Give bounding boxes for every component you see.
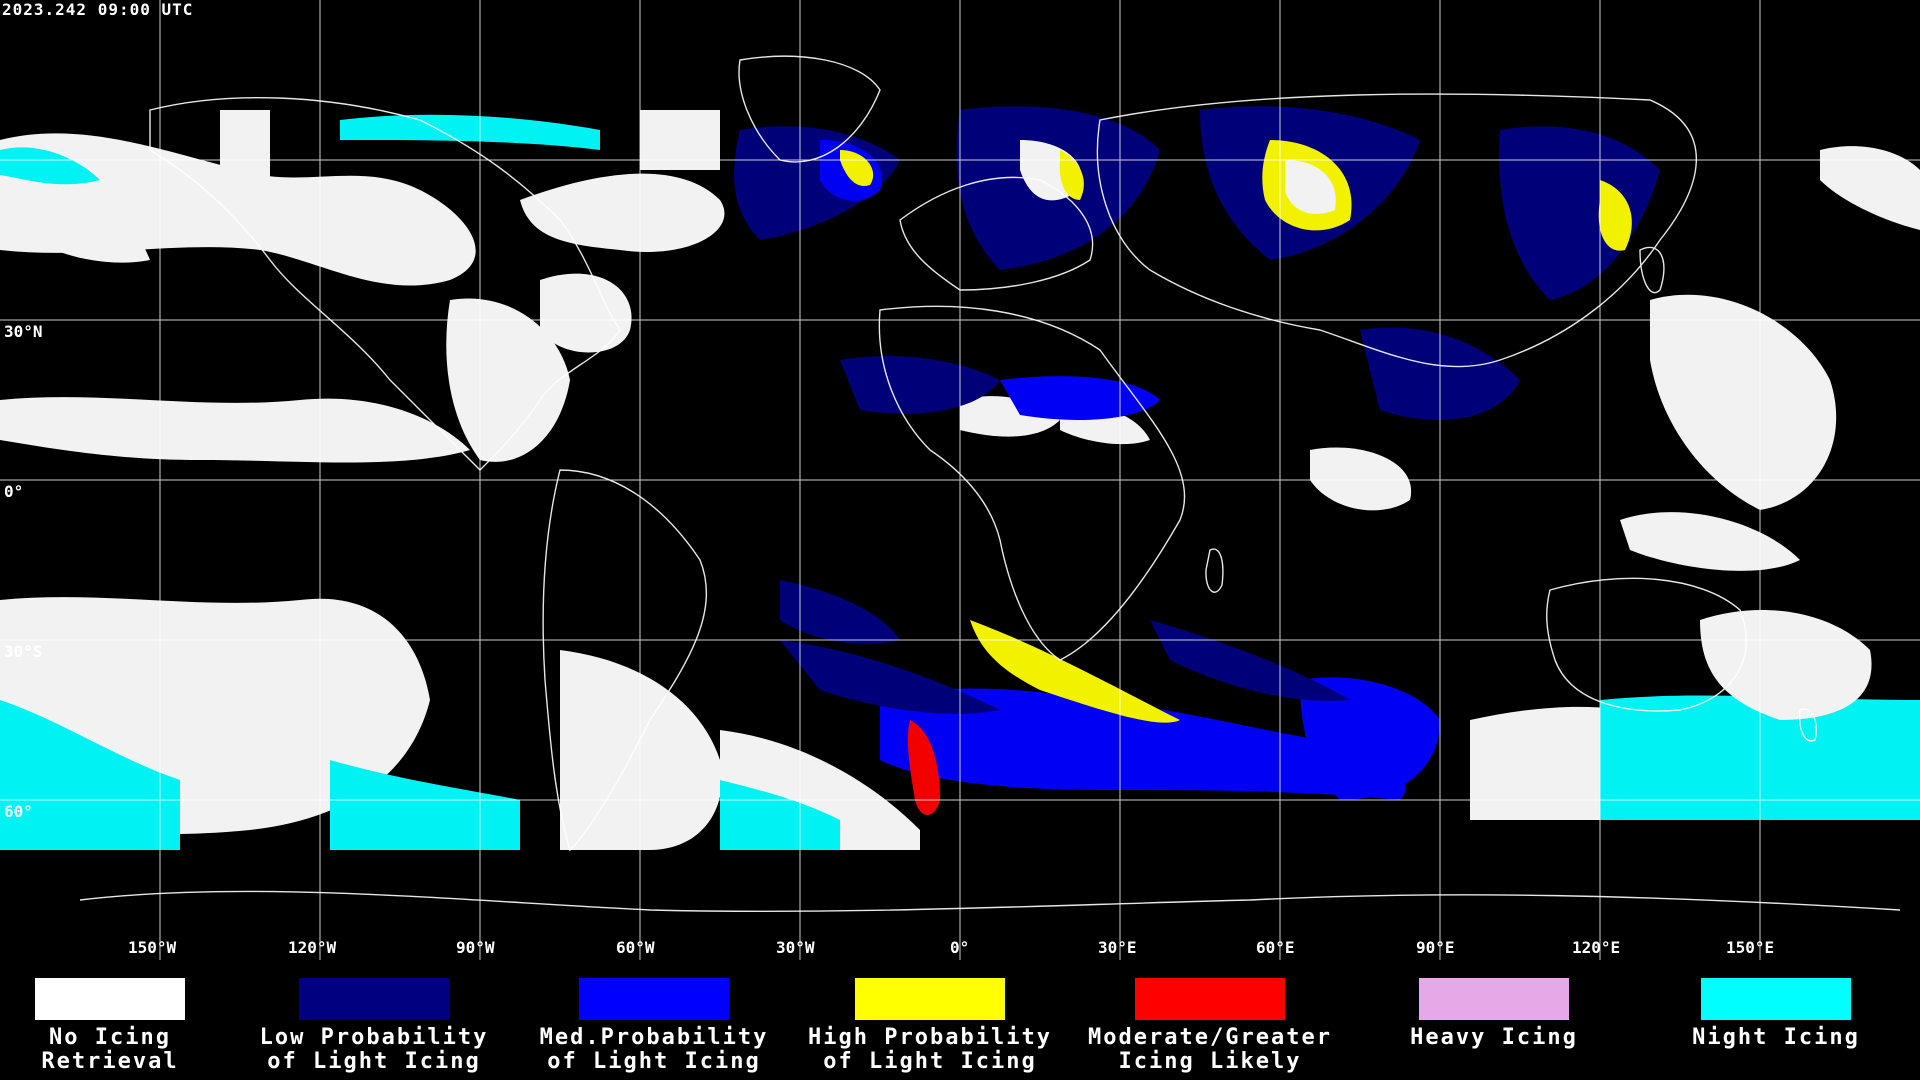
hurricane-cloud (540, 273, 632, 353)
icing-map (0, 0, 1920, 960)
icing-band-medium (880, 688, 1406, 800)
greenland-white-patch (640, 110, 720, 170)
legend-swatch-medium (579, 978, 729, 1020)
west-pacific-cloud (1650, 294, 1837, 510)
legend-label-line2: Retrieval (41, 1049, 179, 1074)
greenland-coast (738, 55, 881, 163)
legend-swatch-night (1701, 978, 1851, 1020)
icing-band-red (907, 720, 940, 815)
arctic-cyan (340, 114, 600, 150)
lon-label-90w: 90°W (456, 938, 495, 957)
legend-item-moderate: Moderate/Greater Icing Likely (1080, 978, 1340, 1074)
madagascar-coast (1205, 548, 1224, 593)
new-zealand-coast (1798, 708, 1817, 742)
legend-label-line2: of Light Icing (547, 1049, 761, 1074)
south-pacific-cyan (0, 700, 180, 850)
icing-band-medium-2 (1300, 677, 1440, 800)
west-pacific-cloud-2 (1620, 512, 1800, 571)
graticule (0, 0, 1920, 960)
east-asia-icing (1499, 126, 1660, 300)
europe-coast (899, 176, 1094, 291)
icing-band-low (780, 640, 1000, 714)
tasman-white (1700, 610, 1872, 720)
legend-item-medium: Med.Probability of Light Icing (524, 978, 784, 1074)
legend-item-no-icing: No Icing Retrieval (0, 978, 240, 1074)
legend-item-heavy: Heavy Icing (1364, 978, 1624, 1050)
lat-label-30s: 30°S (4, 642, 43, 661)
legend-label-line1: Med.Probability (539, 1025, 769, 1050)
legend-label-line1: Heavy Icing (1410, 1025, 1578, 1050)
lon-label-30e: 30°E (1098, 938, 1137, 957)
africa-coast (878, 305, 1186, 661)
legend-label-line2: Icing Likely (1118, 1049, 1302, 1074)
legend-label-line1: Moderate/Greater (1088, 1025, 1332, 1050)
legend-label-line1: Low Probability (259, 1025, 489, 1050)
legend-swatch-no-icing (35, 978, 185, 1020)
lon-label-120w: 120°W (288, 938, 337, 957)
coastlines (79, 55, 1901, 913)
atlantic-icing-yellow (840, 150, 874, 186)
legend-label-line2: of Light Icing (823, 1049, 1037, 1074)
alaska-cloud (20, 184, 150, 263)
legend-swatch-moderate (1135, 978, 1285, 1020)
north-america-coast (149, 96, 621, 471)
timestamp: 2023.242 09:00 UTC (2, 0, 194, 19)
east-asia-yellow (1598, 180, 1632, 251)
legend-label-line2: of Light Icing (267, 1049, 481, 1074)
south-atlantic-cyan (720, 780, 840, 850)
europe-icing-yellow (1059, 150, 1084, 200)
legend-item-low: Low Probability of Light Icing (244, 978, 504, 1074)
south-america-coast (542, 469, 708, 852)
japan-coast (1639, 246, 1665, 294)
lat-label-60s: 60° (4, 802, 33, 821)
legend-label-line1: High Probability (808, 1025, 1052, 1050)
legend-label-line1: Night Icing (1692, 1025, 1860, 1050)
north-atlantic-cloud (520, 173, 725, 252)
siberia-icing-cloud (1285, 160, 1336, 214)
legend-label-line1: No Icing (49, 1025, 171, 1050)
asia-coast (1096, 93, 1698, 368)
icing-band-yellow (970, 620, 1180, 723)
legend-swatch-low (299, 978, 449, 1020)
right-edge-cloud (1820, 146, 1920, 230)
australia-coast (1546, 577, 1747, 712)
south-america-icing (780, 580, 900, 644)
lon-label-150w: 150°W (128, 938, 177, 957)
antarctica-coast (79, 890, 1901, 913)
lon-label-0: 0° (950, 938, 970, 957)
legend-swatch-high (855, 978, 1005, 1020)
lon-label-90e: 90°E (1416, 938, 1455, 957)
lat-label-equator: 0° (4, 482, 24, 501)
alaska-cyan (0, 147, 100, 185)
legend-item-high: High Probability of Light Icing (800, 978, 1060, 1074)
lon-label-60e: 60°E (1256, 938, 1295, 957)
legend: No Icing Retrieval Low Probability of Li… (0, 960, 1920, 1080)
indian-ocean-cloud (1310, 447, 1412, 511)
lon-label-120e: 120°E (1572, 938, 1621, 957)
south-pacific-cyan-2 (330, 760, 520, 850)
lat-label-30n: 30°N (4, 322, 43, 341)
legend-swatch-heavy (1419, 978, 1569, 1020)
lon-label-150e: 150°E (1726, 938, 1775, 957)
legend-item-night: Night Icing (1646, 978, 1906, 1050)
lon-label-30w: 30°W (776, 938, 815, 957)
central-america-cloud (446, 298, 570, 462)
itcz-pacific (0, 397, 470, 463)
lon-label-60w: 60°W (616, 938, 655, 957)
